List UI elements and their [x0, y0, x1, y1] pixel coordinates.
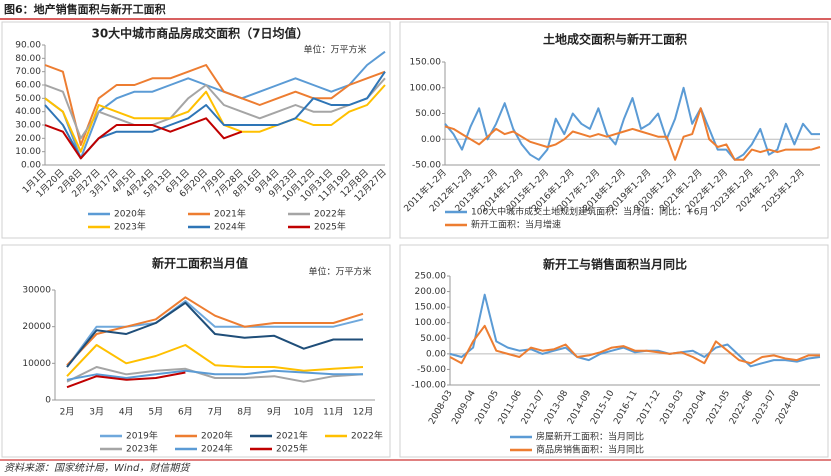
- series-line: [66, 369, 363, 381]
- unit-label: 单位：万平方米: [308, 266, 371, 278]
- y-tick-label: 30.00: [15, 121, 41, 131]
- legend-label: 2024年: [201, 443, 233, 455]
- y-tick-label: 0.00: [21, 161, 41, 171]
- y-tick-label: 0.00: [421, 135, 441, 145]
- x-tick-label: 2月: [60, 407, 75, 418]
- y-tick-label: 0.00: [426, 349, 446, 359]
- legend-label: 2024年: [214, 221, 246, 233]
- series-line: [66, 344, 364, 377]
- legend-label: 2020年: [114, 208, 146, 220]
- legend-label: 2025年: [276, 443, 308, 455]
- legend-label: 商品房销售面积：当月同比: [536, 444, 644, 456]
- series-line: [66, 300, 364, 368]
- figure-title: 图6：地产销售面积与新开工面积: [4, 2, 166, 16]
- y-tick-label: 200.00: [415, 287, 447, 297]
- x-tick-label: 10月: [294, 407, 314, 418]
- x-tick-label: 2024-08: [774, 389, 802, 427]
- y-tick-label: 30000: [22, 286, 51, 296]
- y-tick-label: 10000: [22, 359, 51, 369]
- x-tick-label: 4月: [119, 407, 134, 418]
- series-line: [449, 324, 820, 365]
- x-tick-label: 6月: [178, 407, 193, 418]
- y-tick-label: 150.00: [415, 303, 447, 313]
- legend-label: 2023年: [114, 221, 146, 233]
- legend-label: 新开工面积：当月增速: [471, 219, 561, 231]
- y-tick-label: 100.00: [410, 83, 442, 93]
- series-line: [444, 86, 820, 161]
- y-tick-label: 150.00: [410, 58, 442, 68]
- unit-label: 单位：万平方米: [303, 44, 366, 56]
- y-tick-label: 50.00: [15, 94, 41, 104]
- source-note: 资料来源：国家统计局，Wind，财信期货: [4, 462, 191, 474]
- legend-label: 2019年: [126, 430, 158, 442]
- panel: [1, 21, 391, 239]
- chart-title: 新开工与销售面积当月同比: [543, 257, 687, 272]
- y-tick-label: 20.00: [15, 134, 41, 144]
- legend-label: 2023年: [126, 443, 158, 455]
- legend-label: 2022年: [314, 208, 346, 220]
- y-tick-label: 10.00: [15, 147, 41, 157]
- y-tick-label: -50.00: [417, 365, 446, 375]
- chart-title: 新开工面积当月值: [152, 256, 248, 271]
- panel: [399, 21, 829, 239]
- x-tick-label: 2025年1-2月: [759, 166, 807, 214]
- legend-label: 房屋新开工面积：当月同比: [536, 431, 644, 443]
- x-tick-label: 8月: [237, 407, 252, 418]
- chart-title: 30大中城市商品房成交面积（7日均值）: [91, 26, 308, 41]
- series-line: [444, 107, 821, 161]
- series-line: [66, 301, 363, 368]
- y-tick-label: 0: [45, 396, 51, 406]
- series-line: [449, 293, 821, 368]
- legend-label: 2022年: [351, 430, 383, 442]
- y-tick-label: 100.00: [415, 318, 447, 328]
- series-line: [66, 371, 186, 389]
- x-tick-label: 12月: [353, 407, 373, 418]
- y-tick-label: 40.00: [15, 107, 41, 117]
- legend-label: 100大中城市成交土地规划建筑面积：当月值：同比：+6月: [471, 206, 708, 218]
- series-line: [44, 77, 386, 140]
- legend-label: 2021年: [214, 208, 246, 220]
- y-tick-label: -100.00: [411, 381, 446, 391]
- x-tick-label: 5月: [148, 407, 163, 418]
- series-line: [44, 84, 386, 153]
- y-tick-label: 80.00: [15, 54, 41, 64]
- y-tick-label: 70.00: [15, 67, 41, 77]
- legend-label: 2020年: [201, 430, 233, 442]
- panel: [399, 244, 829, 458]
- series-line: [66, 296, 364, 366]
- legend-label: 2025年: [314, 221, 346, 233]
- y-tick-label: 50.00: [420, 334, 446, 344]
- y-tick-label: 50.00: [415, 109, 441, 119]
- y-tick-label: 60.00: [15, 81, 41, 91]
- x-tick-label: 11月: [323, 407, 343, 418]
- x-tick-label: 3月: [89, 407, 104, 418]
- y-tick-label: -50.00: [412, 161, 441, 171]
- x-tick-label: 9月: [267, 407, 282, 418]
- y-tick-label: 20000: [22, 322, 51, 332]
- x-tick-label: 7月: [208, 407, 223, 418]
- series-line: [44, 117, 243, 160]
- chart-title: 土地成交面积与新开工面积: [543, 32, 687, 47]
- legend-label: 2021年: [276, 430, 308, 442]
- series-line: [44, 50, 386, 160]
- series-line: [66, 366, 364, 383]
- series-line: [44, 64, 386, 146]
- panel: [1, 244, 391, 458]
- y-tick-label: 90.00: [15, 41, 41, 51]
- y-tick-label: 250.00: [415, 272, 447, 282]
